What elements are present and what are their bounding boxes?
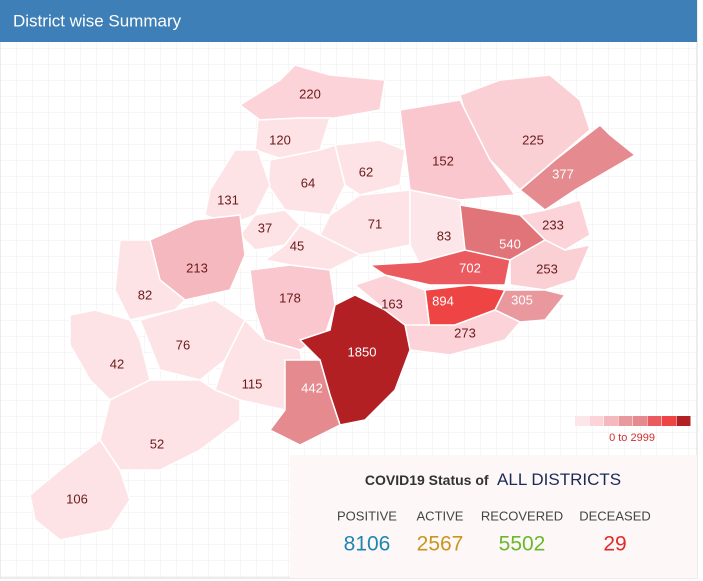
district-value: 233 bbox=[542, 217, 564, 232]
district-map: 220 120 225 152 64 62 377 131 37 71 83 233 540 45 213 7… bbox=[29, 64, 637, 541]
district-value: 76 bbox=[176, 337, 190, 352]
district-value: 106 bbox=[66, 491, 88, 506]
district bbox=[334, 139, 406, 196]
district bbox=[367, 249, 511, 286]
stat-label: RECOVERED bbox=[481, 508, 563, 523]
district-value: 115 bbox=[242, 376, 263, 391]
district-value: 894 bbox=[432, 293, 454, 308]
district-value: 45 bbox=[290, 238, 304, 253]
district-value: 37 bbox=[258, 220, 272, 235]
district-value: 62 bbox=[359, 164, 373, 179]
district-value: 253 bbox=[536, 261, 558, 276]
district-value: 305 bbox=[511, 292, 533, 307]
district-value: 178 bbox=[279, 290, 301, 305]
header-bar bbox=[0, 0, 697, 42]
stat-label: ACTIVE bbox=[417, 508, 464, 523]
district bbox=[404, 309, 522, 356]
district-value: 42 bbox=[110, 356, 124, 371]
district bbox=[263, 224, 362, 271]
district-value: 64 bbox=[301, 175, 315, 190]
district-value: 83 bbox=[437, 228, 451, 243]
stat-label: DECEASED bbox=[579, 508, 651, 523]
stat-value: 8106 bbox=[344, 533, 391, 556]
district bbox=[267, 144, 346, 216]
district bbox=[29, 438, 131, 541]
status-title-prefix: COVID19 Status of bbox=[365, 472, 489, 488]
stat-value: 2567 bbox=[417, 533, 464, 556]
legend-swatch bbox=[618, 416, 633, 426]
district-value: 71 bbox=[368, 216, 382, 231]
district-value: 213 bbox=[186, 260, 208, 275]
district-value: 377 bbox=[552, 166, 574, 181]
district-value: 225 bbox=[522, 132, 544, 147]
district-value: 131 bbox=[217, 192, 239, 207]
district-value: 220 bbox=[299, 86, 321, 101]
district-value: 1850 bbox=[348, 344, 377, 359]
district-value: 442 bbox=[301, 380, 323, 395]
legend-swatch bbox=[676, 416, 691, 426]
map-legend bbox=[575, 416, 691, 426]
legend-swatch bbox=[575, 416, 589, 426]
status-title: COVID19 Status of ALL DISTRICTS bbox=[365, 470, 621, 489]
header-title: District wise Summary bbox=[13, 11, 182, 30]
status-box bbox=[290, 455, 697, 578]
district-value: 540 bbox=[499, 236, 521, 251]
legend-swatch bbox=[589, 416, 604, 426]
district-value: 52 bbox=[150, 436, 164, 451]
status-stats: POSITIVE 8106 ACTIVE 2567 RECOVERED 5502 DECEA… bbox=[337, 508, 651, 555]
district-value: 163 bbox=[381, 296, 403, 311]
district bbox=[268, 359, 341, 446]
stat-value: 29 bbox=[603, 533, 626, 556]
legend-swatch bbox=[647, 416, 662, 426]
stat-value: 5502 bbox=[499, 533, 546, 556]
legend-swatch bbox=[662, 416, 676, 426]
district-value: 82 bbox=[138, 287, 152, 302]
district bbox=[114, 239, 187, 321]
stat-label: POSITIVE bbox=[337, 508, 397, 523]
legend-label: 0 to 2999 bbox=[609, 432, 655, 444]
district bbox=[204, 149, 271, 226]
district-value: 120 bbox=[269, 132, 291, 147]
legend-swatch bbox=[604, 416, 618, 426]
district bbox=[518, 124, 637, 211]
district-value: 152 bbox=[432, 153, 454, 168]
status-title-scope: ALL DISTRICTS bbox=[497, 470, 621, 489]
district-value: 273 bbox=[454, 325, 476, 340]
legend-swatch bbox=[633, 416, 647, 426]
district-value: 702 bbox=[459, 260, 481, 275]
district bbox=[509, 239, 592, 291]
